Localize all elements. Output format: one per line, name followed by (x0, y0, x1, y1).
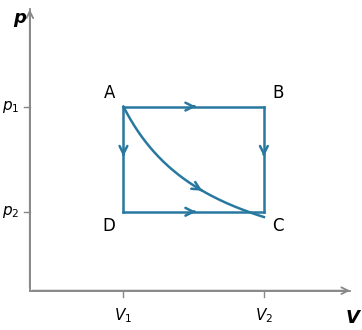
Text: V: V (346, 309, 360, 327)
Text: $p_2$: $p_2$ (2, 204, 20, 220)
Text: $V_1$: $V_1$ (114, 307, 132, 325)
Text: A: A (104, 84, 115, 102)
Text: D: D (102, 216, 115, 235)
Text: B: B (272, 84, 284, 102)
Text: p: p (13, 9, 26, 27)
Text: C: C (272, 216, 284, 235)
Text: $V_2$: $V_2$ (255, 307, 273, 325)
Text: $p_1$: $p_1$ (2, 99, 20, 115)
